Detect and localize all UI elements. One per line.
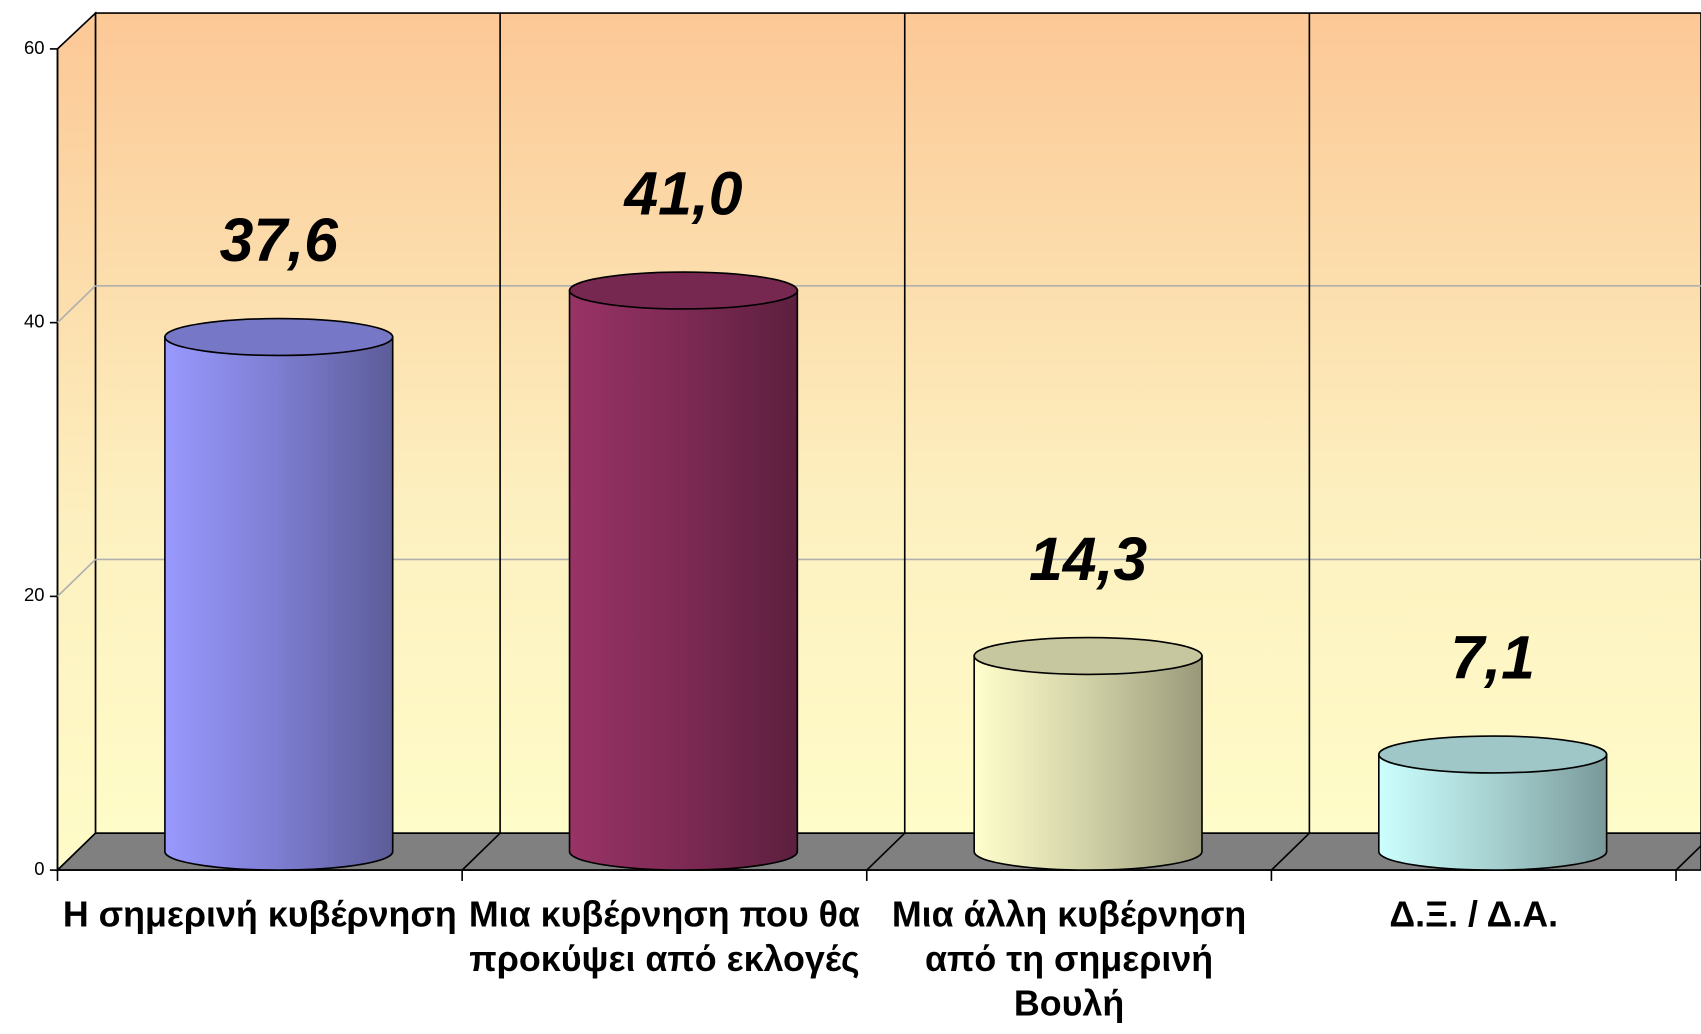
x-tick-label: Μια κυβέρνηση που θα προκύψει από εκλογέ…: [468, 893, 861, 979]
x-label-box: Δ.Ξ. / Δ.Α.: [1389, 893, 1559, 935]
grid-line: [56, 285, 97, 324]
x-label-box: Μια άλλη κυβέρνηση από τη σημερινή Βουλή: [891, 893, 1247, 1024]
bar: [973, 636, 1203, 871]
bar: [164, 317, 394, 871]
y-tick-label: 0: [34, 858, 44, 879]
cylinder-top: [568, 271, 799, 310]
x-tick-label: Η σημερινή κυβέρνηση: [62, 893, 457, 935]
cylinder-top: [1377, 735, 1608, 774]
value-label: 14,3: [1029, 525, 1147, 593]
value-label: 41,0: [622, 160, 742, 228]
cylinder-body: [164, 336, 394, 871]
floor-divider: [866, 832, 906, 871]
y-tick-label: 60: [24, 37, 45, 58]
bar: [568, 271, 799, 871]
value-label: 7,1: [1450, 624, 1534, 692]
cylinder-body: [568, 289, 799, 871]
x-tick-label: Μια άλλη κυβέρνηση από τη σημερινή Βουλή: [891, 893, 1247, 1024]
y-tick-label: 40: [24, 311, 45, 332]
grid-line: [56, 558, 97, 597]
floor-divider: [1675, 844, 1701, 871]
floor-divider: [461, 832, 501, 871]
floor-divider: [1270, 832, 1310, 871]
value-label: 37,6: [220, 206, 339, 274]
cylinder-body: [1377, 753, 1608, 871]
side-wall: [56, 11, 97, 873]
x-label-box: Μια κυβέρνηση που θα προκύψει από εκλογέ…: [468, 893, 861, 979]
bar: [1377, 735, 1608, 871]
cylinder-body: [973, 655, 1203, 871]
y-tick-label: 20: [24, 584, 45, 605]
x-tick-label: Δ.Ξ. / Δ.Α.: [1389, 893, 1559, 935]
x-label-box: Η σημερινή κυβέρνηση: [62, 893, 457, 935]
cylinder-top: [973, 636, 1203, 676]
cylinder-top: [164, 317, 394, 357]
